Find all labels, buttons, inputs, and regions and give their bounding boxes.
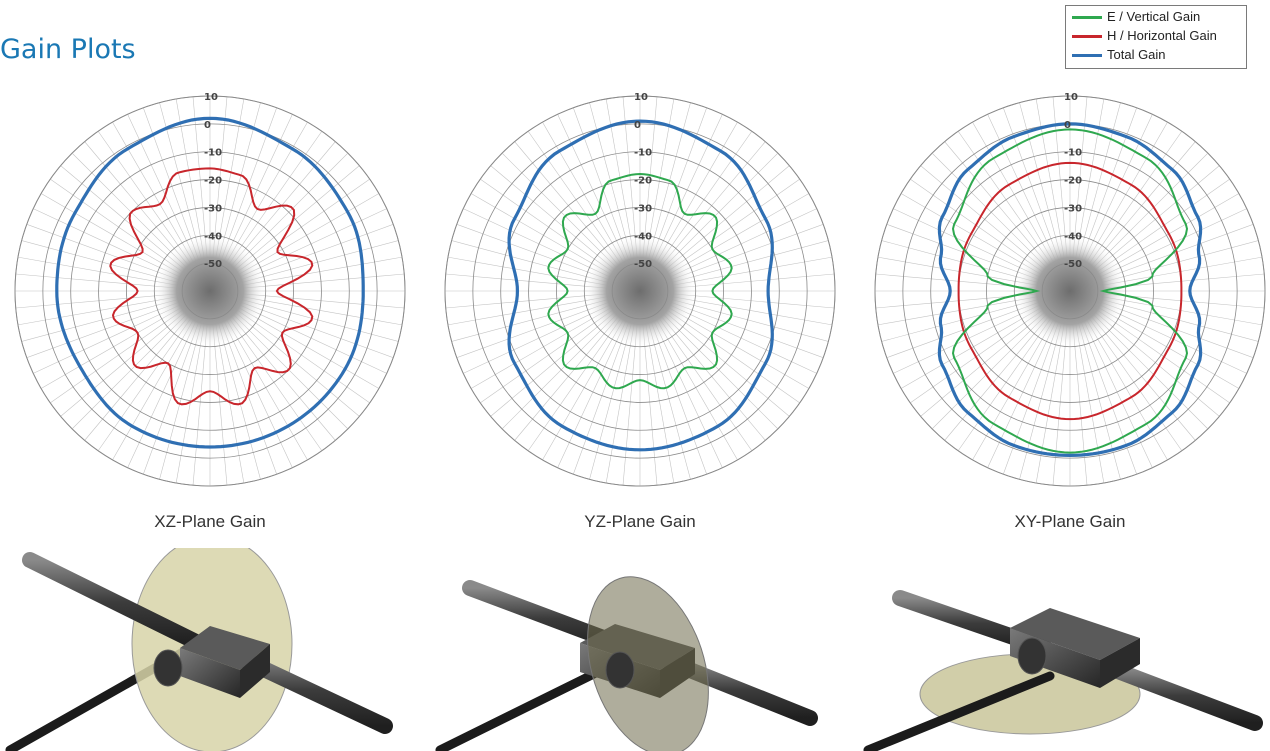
r-tick-label: -10 — [1064, 148, 1082, 159]
polar-grid-ring — [500, 151, 780, 431]
polar-grid-ring — [1041, 262, 1099, 320]
series-line-h-horizontal-gain — [957, 161, 1183, 421]
polar-grid-ring — [181, 262, 239, 320]
r-tick-label: -50 — [204, 259, 222, 270]
xz-plane-polar-chart: 10 0 -10 -20 -30 -40 -50 — [14, 92, 406, 487]
polar-grid-ring — [98, 179, 322, 403]
series-line-h-horizontal-gain — [109, 167, 314, 406]
series-line-total-gain — [937, 122, 1203, 458]
legend-swatch-total — [1072, 54, 1102, 57]
legend-swatch-horizontal — [1072, 35, 1102, 38]
polar-center-shading — [584, 235, 696, 347]
polar-grid-ring — [444, 95, 836, 487]
polar-grid-ring — [528, 179, 752, 403]
yz-plane-antenna-illustration — [435, 576, 818, 751]
yz-plane-disc — [587, 576, 709, 751]
polar-grid-ring — [14, 95, 406, 487]
polar-grid-ring — [930, 151, 1210, 431]
r-tick-label: 10 — [1064, 92, 1078, 103]
xy-plane-antenna-illustration — [863, 590, 1263, 751]
r-tick-label: -10 — [634, 148, 652, 159]
xz-plane-antenna-illustration — [5, 548, 393, 751]
yz-plane-caption: YZ-Plane Gain — [584, 512, 696, 531]
r-tick-label: -20 — [1064, 176, 1082, 187]
polar-grid-ring — [583, 234, 697, 348]
series-line-e-vertical-gain — [951, 128, 1189, 454]
polar-center-shading — [1014, 235, 1126, 347]
polar-grid-ring — [126, 207, 294, 375]
legend: E / Vertical Gain H / Horizontal Gain To… — [1065, 5, 1247, 69]
r-tick-label: -50 — [1064, 259, 1082, 270]
polar-grid-ring — [1013, 234, 1127, 348]
cable — [863, 671, 1055, 751]
polar-grid-ring — [153, 234, 267, 348]
polar-grid-ring — [611, 262, 669, 320]
cable — [435, 661, 615, 751]
xz-plane-caption: XZ-Plane Gain — [154, 512, 266, 531]
polar-grid-ring — [556, 207, 724, 375]
r-tick-label: -30 — [204, 203, 222, 214]
r-tick-label: 10 — [204, 92, 218, 103]
r-tick-label: -20 — [634, 176, 652, 187]
series-line-total-gain — [55, 116, 365, 449]
r-tick-label: -50 — [634, 259, 652, 270]
legend-label-vertical: E / Vertical Gain — [1107, 9, 1201, 24]
legend-label-total: Total Gain — [1107, 47, 1166, 62]
yz-plane-polar-chart: 10 0 -10 -20 -30 -40 -50 — [444, 92, 836, 487]
legend-label-horizontal: H / Horizontal Gain — [1107, 28, 1217, 43]
page-title: Gain Plots — [0, 34, 136, 65]
polar-center-shading — [154, 235, 266, 347]
polar-grid-ring — [986, 207, 1154, 375]
polar-grid-ring — [70, 151, 350, 431]
legend-swatch-vertical — [1072, 16, 1102, 19]
polar-grid-ring — [874, 95, 1266, 487]
polar-grid-ring — [42, 123, 378, 459]
r-tick-label: -20 — [204, 176, 222, 187]
xy-plane-caption: XY-Plane Gain — [1014, 512, 1126, 531]
r-tick-label: 0 — [204, 120, 211, 131]
r-tick-label: 0 — [634, 120, 641, 131]
r-tick-label: -30 — [634, 203, 652, 214]
r-tick-label: -40 — [634, 231, 652, 242]
r-tick-label: -30 — [1064, 203, 1082, 214]
r-tick-label: -10 — [204, 148, 222, 159]
series-line-total-gain — [507, 119, 774, 452]
polar-grid-ring — [472, 123, 808, 459]
series-line-e-vertical-gain — [547, 172, 733, 390]
r-tick-label: -40 — [1064, 231, 1082, 242]
r-tick-label: -40 — [204, 231, 222, 242]
r-tick-label: 0 — [1064, 120, 1071, 131]
r-tick-label: 10 — [634, 92, 648, 103]
xy-plane-polar-chart: 10 0 -10 -20 -30 -40 -50 — [874, 92, 1266, 487]
